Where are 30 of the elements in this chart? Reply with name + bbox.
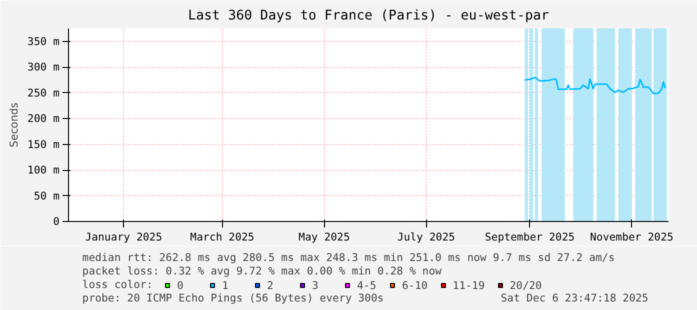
y-tick-label: 350 m	[27, 34, 60, 48]
y-tick-label: 200 m	[27, 112, 60, 126]
legend-label: 11-19	[452, 278, 485, 292]
text: median rtt: 262.8 ms avg 280.5 ms max 248.3 ms min 251.0 ms now 9.7 ms sd 27.2 am/s	[82, 251, 615, 264]
legend-label: 0	[177, 278, 184, 292]
y-tick-label: 50 m	[34, 189, 60, 202]
y-axis-title: Seconds	[7, 102, 20, 148]
legend-label: 6-10	[402, 278, 428, 292]
legend-label: 1	[222, 278, 230, 292]
x-tick-label: November 2025	[590, 230, 674, 244]
y-tick-label: 0	[53, 215, 60, 228]
y-tick-label: 300 m	[27, 60, 60, 74]
y-tick-label: 100 m	[27, 164, 60, 177]
y-tick-label: 250 m	[27, 86, 60, 100]
x-tick-label: July 2025	[397, 230, 456, 244]
x-tick-label: September 2025	[484, 230, 575, 244]
text: packet loss: 0.32 % avg 9.72 % max 0.00 % min 0.28 % now	[82, 264, 442, 278]
legend-label: 2	[267, 278, 274, 292]
legend-label: 3	[312, 278, 320, 292]
legend-label: 20/20	[510, 278, 542, 292]
chart-title: Last 360 Days to France (Paris) - eu-west-par	[188, 8, 550, 24]
line-series	[524, 76, 666, 94]
x-tick-label: January 2025	[85, 230, 162, 244]
legend-label: 4-5	[357, 278, 377, 292]
x-tick-label: May 2025	[298, 230, 350, 244]
y-tick-label: 150 m	[27, 138, 60, 151]
text: Sat Dec 6 23:47:18 2025	[500, 292, 648, 304]
text: probe: 20 ICMP Echo Pings (56 Bytes) every 300s	[82, 292, 384, 304]
legend-title: loss color:	[82, 278, 153, 291]
x-tick-label: March 2025	[190, 230, 254, 244]
